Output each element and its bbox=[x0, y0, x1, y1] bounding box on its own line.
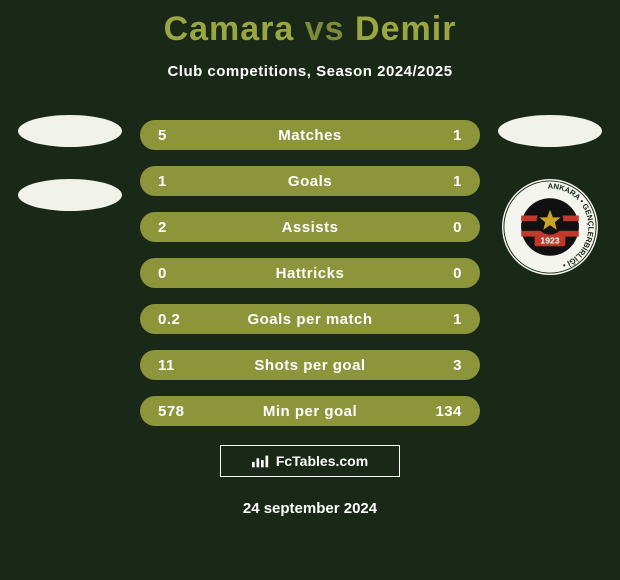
left-column bbox=[10, 115, 130, 211]
title-vs: vs bbox=[305, 10, 345, 48]
stat-row: 11Shots per goal3 bbox=[140, 350, 480, 380]
stat-label: Goals bbox=[218, 173, 402, 190]
stat-right-value: 3 bbox=[402, 357, 462, 374]
date-line: 24 september 2024 bbox=[0, 500, 620, 517]
stat-row: 578Min per goal134 bbox=[140, 396, 480, 426]
stat-left-value: 2 bbox=[158, 219, 218, 236]
stat-label: Goals per match bbox=[218, 311, 402, 328]
stat-right-value: 1 bbox=[402, 173, 462, 190]
stat-label: Shots per goal bbox=[218, 357, 402, 374]
stat-right-value: 0 bbox=[402, 219, 462, 236]
stat-row: 2Assists0 bbox=[140, 212, 480, 242]
stat-label: Min per goal bbox=[218, 403, 402, 420]
stat-label: Assists bbox=[218, 219, 402, 236]
genclerbirligi-badge: ANKARA • GENÇLERBİRLİĞİ • 1923 bbox=[502, 179, 598, 275]
bars-icon bbox=[252, 454, 270, 468]
page-title: Camara vs Demir bbox=[0, 0, 620, 49]
title-player2: Demir bbox=[355, 10, 456, 48]
stat-row: 1Goals1 bbox=[140, 166, 480, 196]
player1-photo-placeholder bbox=[18, 115, 122, 147]
stat-left-value: 11 bbox=[158, 357, 218, 374]
svg-text:1923: 1923 bbox=[540, 235, 559, 245]
brand-box[interactable]: FcTables.com bbox=[220, 445, 400, 477]
title-player1: Camara bbox=[164, 10, 295, 48]
stat-left-value: 0 bbox=[158, 265, 218, 282]
brand-label: FcTables.com bbox=[276, 453, 368, 469]
stat-label: Matches bbox=[218, 127, 402, 144]
stat-left-value: 5 bbox=[158, 127, 218, 144]
player2-photo-placeholder bbox=[498, 115, 602, 147]
stat-left-value: 1 bbox=[158, 173, 218, 190]
stat-row: 5Matches1 bbox=[140, 120, 480, 150]
stat-right-value: 1 bbox=[402, 311, 462, 328]
stat-right-value: 134 bbox=[402, 403, 462, 420]
stats-list: 5Matches11Goals12Assists00Hattricks00.2G… bbox=[140, 120, 480, 426]
stat-row: 0.2Goals per match1 bbox=[140, 304, 480, 334]
stat-right-value: 0 bbox=[402, 265, 462, 282]
club-badge-icon: ANKARA • GENÇLERBİRLİĞİ • 1923 bbox=[502, 179, 598, 275]
stat-label: Hattricks bbox=[218, 265, 402, 282]
stat-left-value: 578 bbox=[158, 403, 218, 420]
subtitle: Club competitions, Season 2024/2025 bbox=[0, 63, 620, 80]
player1-club-placeholder bbox=[18, 179, 122, 211]
stat-right-value: 1 bbox=[402, 127, 462, 144]
stat-left-value: 0.2 bbox=[158, 311, 218, 328]
stat-row: 0Hattricks0 bbox=[140, 258, 480, 288]
right-column: ANKARA • GENÇLERBİRLİĞİ • 1923 bbox=[490, 115, 610, 275]
